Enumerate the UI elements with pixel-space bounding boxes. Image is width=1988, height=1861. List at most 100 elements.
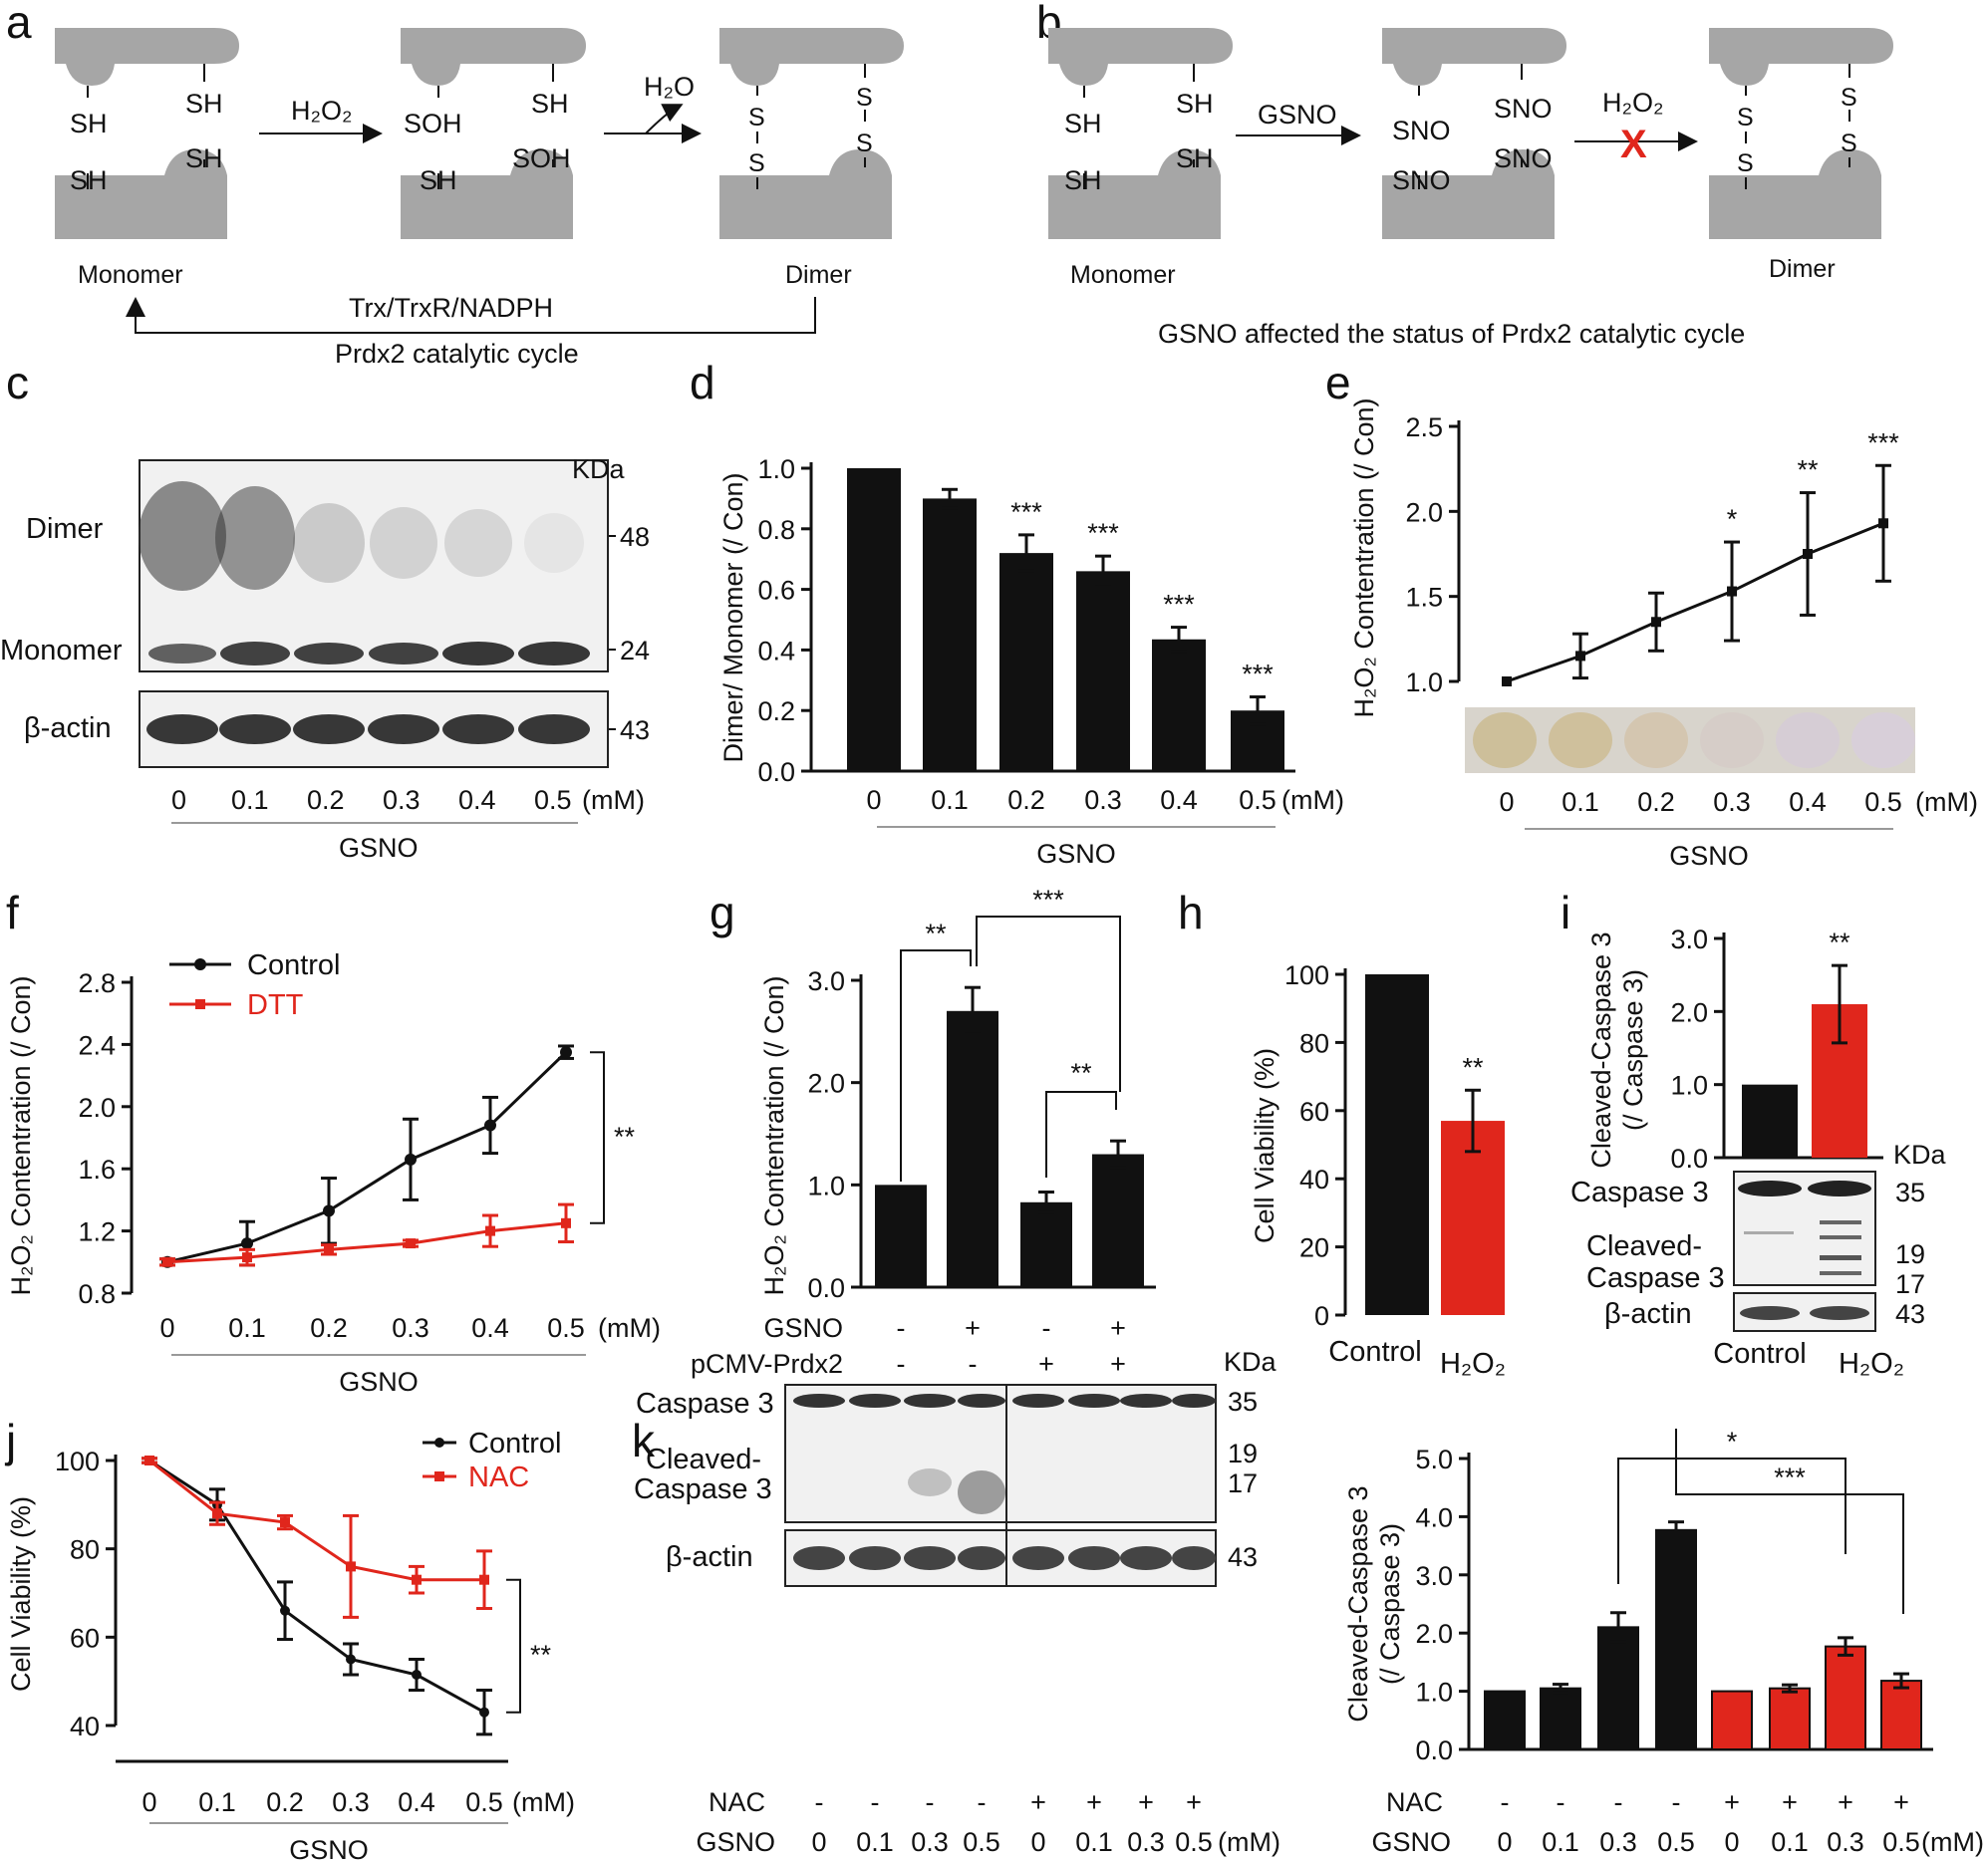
significance-label: *: [1727, 504, 1738, 534]
condition-sign: -: [815, 1787, 824, 1817]
reaction-reagent: H₂O₂: [1602, 88, 1663, 118]
condition-sign: -: [897, 1349, 906, 1379]
data-point: [1803, 549, 1813, 559]
y-tick-label: 1.0: [807, 1171, 845, 1200]
condition-sign: +: [965, 1313, 981, 1343]
x-unit-label: (mM): [1921, 1827, 1984, 1857]
significance-label: *: [1727, 1427, 1738, 1457]
cleaved-row-label-2: Caspase 3: [634, 1473, 772, 1505]
condition-value: 0.3: [1127, 1827, 1165, 1857]
y-axis-title: H₂O₂ Contentration (/ Con): [1349, 398, 1379, 717]
significance-label: ***: [1032, 885, 1064, 915]
reaction-reagent: GSNO: [1258, 100, 1337, 130]
data-point: [242, 1252, 252, 1263]
bar: [1597, 1626, 1639, 1750]
significance-bracket: [900, 949, 972, 1182]
cleaved-row-label-2: Caspase 3: [1586, 1262, 1725, 1294]
condition-sign: +: [1030, 1787, 1046, 1817]
bar: [923, 498, 977, 771]
chart-f: 0.8 1.2 1.6 2.0 2.4 2.8 H₂O₂ Contentration (/ …: [6, 949, 661, 1397]
condition-sign: -: [1672, 1787, 1681, 1817]
panel-label-a: a: [6, 0, 32, 48]
reduction-system-label: Trx/TrxR/NADPH: [349, 293, 553, 323]
condition-value: 0.3: [1599, 1827, 1637, 1857]
dimer-bands: [139, 481, 584, 591]
data-point: [479, 1707, 489, 1718]
data-point: [280, 1517, 290, 1528]
data-point: [1727, 586, 1737, 597]
significance-bracket: [1045, 1091, 1117, 1178]
condition-value: 0.5: [963, 1827, 1000, 1857]
lane-label: 0.4: [458, 785, 496, 815]
y-tick-label: 100: [55, 1447, 100, 1476]
y-tick-label: 100: [1284, 960, 1329, 990]
row-label-nac: NAC: [1386, 1787, 1443, 1817]
panel-c-lane-labels: 0 0.1 0.2 0.3 0.4 0.5 (mM): [171, 785, 645, 815]
marker-43: 43: [620, 715, 650, 745]
condition-value: 0.1: [856, 1827, 894, 1857]
prdx2-upper-subunit: [1048, 28, 1233, 86]
condition-value: 0.1: [1542, 1827, 1579, 1857]
x-tick-label: 0.1: [198, 1787, 236, 1817]
thiol-label: SH: [1176, 89, 1214, 119]
y-tick-label: 1.5: [1405, 583, 1443, 613]
lane-label: 0.1: [231, 785, 269, 815]
row-label-gsno: GSNO: [696, 1827, 775, 1857]
panel-label-j: j: [4, 1415, 16, 1466]
data-point: [485, 1225, 495, 1236]
marker-48: 48: [620, 522, 650, 552]
caspase3-row-label: Caspase 3: [636, 1388, 774, 1420]
y-tick-label: 40: [70, 1712, 100, 1741]
bar: [847, 468, 901, 771]
prdx2-lower-subunit: [401, 149, 573, 239]
y-axis-title-line2: (/ Caspase 3): [1375, 1523, 1405, 1685]
x-tick-label: 0.3: [1713, 787, 1751, 817]
y-tick-label: 20: [1299, 1233, 1329, 1263]
series-line-control: [148, 1459, 485, 1715]
prdx2-upper-subunit: [55, 28, 239, 86]
significance-label: **: [614, 1122, 636, 1152]
data-point: [144, 1456, 154, 1465]
significance-bracket: [590, 1051, 605, 1224]
panel-label-e: e: [1325, 357, 1351, 408]
condition-sign: -: [926, 1787, 935, 1817]
condition-value: 0.1: [1771, 1827, 1809, 1857]
lane-label: 0: [171, 785, 186, 815]
snitrosothiol-label: SNO: [1494, 94, 1553, 124]
cleaved-row-label-1: Cleaved-: [1586, 1230, 1702, 1262]
monomer-bands: [148, 642, 590, 665]
x-group-label: GSNO: [289, 1835, 369, 1861]
legend-marker: [434, 1471, 444, 1481]
panel-b-scheme: [1048, 28, 1893, 239]
data-point: [241, 1237, 253, 1250]
y-tick-label: 1.0: [1415, 1678, 1453, 1708]
prdx2-lower-subunit: [719, 149, 892, 239]
sulfur-label: S: [748, 104, 765, 132]
panel-label-d: d: [690, 357, 715, 408]
y-tick-label: 3.0: [1670, 925, 1708, 954]
legend-marker: [194, 958, 206, 970]
lane-label: 0.3: [383, 785, 421, 815]
snitrosothiol-label: SNO: [1392, 165, 1451, 195]
x-tick-label: Control: [1713, 1338, 1807, 1370]
y-axis-title: H₂O₂ Contentration (/ Con): [6, 975, 36, 1295]
marker-35: 35: [1228, 1387, 1258, 1417]
x-unit-label: (mM): [1281, 785, 1344, 815]
condition-value: 0: [1030, 1827, 1045, 1857]
sulfur-label: S: [1737, 104, 1754, 132]
legend-label: DTT: [247, 989, 304, 1021]
condition-sign: -: [978, 1787, 987, 1817]
monomer-row-label: Monomer: [0, 635, 123, 666]
prdx2-lower-subunit: [1709, 149, 1881, 239]
y-tick-label: 0.8: [757, 515, 795, 545]
thiol-label: SH: [70, 109, 108, 138]
condition-sign: -: [969, 1349, 978, 1379]
sulfenic-label: SOH: [404, 109, 462, 138]
x-tick-label: 0.3: [332, 1787, 370, 1817]
x-tick-label: 0: [1499, 787, 1514, 817]
series-line: [1506, 521, 1884, 683]
prdx2-upper-subunit: [401, 28, 586, 86]
significance-label: ***: [1163, 590, 1195, 620]
y-axis-title: H₂O₂ Contentration (/ Con): [759, 975, 789, 1295]
condition-sign: -: [871, 1787, 880, 1817]
